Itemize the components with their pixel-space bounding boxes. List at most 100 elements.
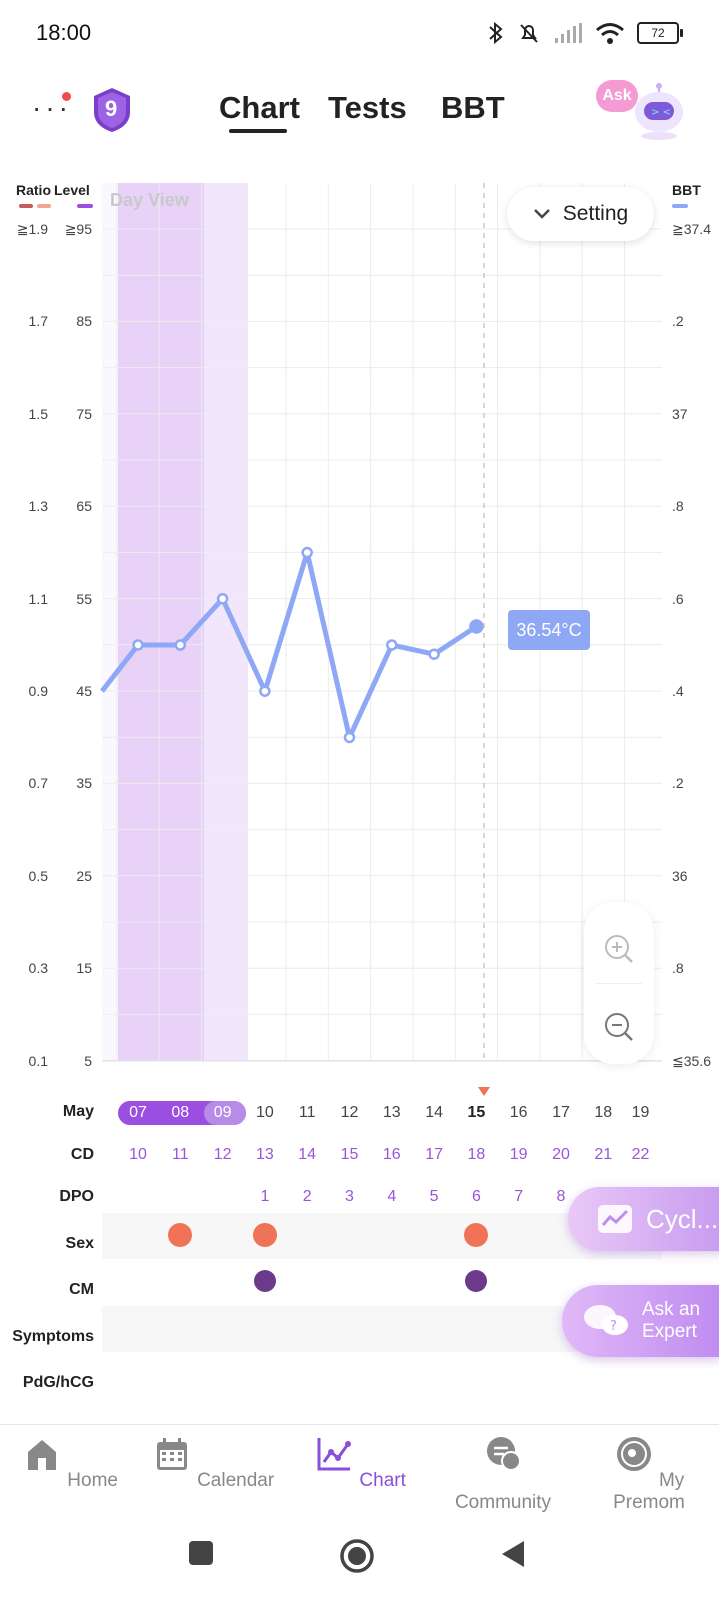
dpo-label: DPO [59,1188,94,1205]
nav-home[interactable]: Home [0,1434,140,1492]
bbt-tick: .4 [672,683,684,699]
wifi-icon [596,23,624,44]
dpo-cell[interactable]: 2 [302,1188,312,1205]
dpo-cell[interactable]: 5 [429,1188,439,1205]
dpo-cell[interactable]: 7 [514,1188,524,1205]
home-system-button[interactable] [339,1538,375,1579]
cycle-day-cell[interactable]: 13 [255,1146,274,1163]
tab-bbt[interactable]: BBT [441,90,505,125]
ai-assistant-robot-icon[interactable]: > < [632,82,686,142]
zoom-out-button[interactable] [584,992,654,1062]
status-icons: 72 [487,18,683,48]
bbt-chart[interactable] [0,180,719,1070]
notification-dot [62,92,71,101]
cycle-day-cell[interactable]: 18 [467,1146,486,1163]
date-cell[interactable]: 18 [594,1104,613,1121]
dpo-cell[interactable]: 8 [556,1188,566,1205]
mute-bell-icon [520,24,538,43]
nav-chart[interactable]: Chart [290,1434,430,1492]
cycle-day-cell[interactable]: 22 [631,1146,650,1163]
date-cell[interactable]: 10 [255,1104,274,1121]
ratio-tick: 1.3 [28,498,48,515]
nav-my-premom[interactable]: My Premom [579,1434,719,1514]
cycle-day-cell[interactable]: 12 [213,1146,232,1163]
bbt-legend-swatch [672,204,688,208]
date-cell[interactable]: 14 [425,1104,443,1121]
cycle-day-cell[interactable]: 17 [425,1146,443,1163]
level-badge[interactable]: 9 [90,86,134,134]
chart-icon [317,1438,352,1471]
ratio-legend-swatch-dark [19,204,33,208]
bluetooth-icon [489,21,503,45]
date-cell[interactable]: 08 [171,1104,190,1121]
bbt-points [132,546,484,744]
status-time: 18:00 [36,20,92,45]
ratio-tick: 0.7 [28,775,48,792]
setting-button[interactable]: Setting [507,187,654,241]
tab-chart[interactable]: Chart [219,90,300,125]
sex-record-icon[interactable] [168,1223,193,1247]
date-cell[interactable]: 16 [509,1104,528,1121]
recent-apps-button[interactable] [188,1540,214,1571]
level-tick: 75 [76,405,92,422]
cycle-day-cell[interactable]: 21 [594,1146,613,1163]
dpo-cell[interactable]: 1 [260,1188,270,1205]
cervical-mucus-icon[interactable] [465,1270,488,1292]
dpo-cell[interactable]: 3 [345,1188,354,1205]
chart-grid [102,183,662,1062]
chevron-down-icon [533,209,550,219]
cm-label: CM [69,1281,94,1298]
ask-bubble[interactable]: Ask [596,80,638,112]
bbt-point [301,546,313,559]
date-cell[interactable]: 13 [382,1104,401,1121]
bbt-tick: .2 [672,775,684,792]
sex-record-icon[interactable] [464,1223,489,1247]
dpo-cell[interactable]: 4 [387,1188,397,1205]
bottom-nav [0,1424,719,1525]
cycle-day-cell[interactable]: 10 [129,1146,147,1163]
shield-icon [94,88,130,132]
chat-question-icon: ? [584,1305,628,1335]
nav-calendar[interactable]: Calendar [143,1434,283,1492]
svg-text:?: ? [610,1319,617,1334]
back-system-button[interactable] [500,1540,526,1573]
active-tab-indicator [229,129,287,133]
more-menu-button[interactable]: ··· [32,92,72,123]
cycle-day-cell[interactable]: 20 [552,1146,570,1163]
date-cell[interactable]: 09 [213,1104,232,1121]
level-tick: 85 [76,313,92,330]
circle-icon [340,1539,374,1573]
ratio-tick: 1.1 [28,590,48,607]
period-band-dark [118,183,204,1061]
date-cell[interactable]: 19 [631,1104,650,1121]
bbt-point [469,619,484,634]
ask-expert-button[interactable]: ? Ask an Expert [562,1285,719,1357]
cycle-day-cell[interactable]: 11 [171,1146,189,1163]
sex-record-icon[interactable] [252,1223,277,1247]
bbt-tick: ≧37.4 [672,221,711,237]
cycle-analysis-button[interactable]: Cycl... [568,1187,719,1251]
svg-text:> <: > < [651,107,671,118]
date-cell[interactable]: 11 [298,1104,316,1121]
bbt-point [343,731,356,744]
bbt-tick: 37 [672,405,688,422]
badge-number: 9 [105,96,118,121]
dpo-cell[interactable]: 6 [471,1188,481,1205]
tab-tests[interactable]: Tests [328,90,407,125]
zoom-in-icon [605,935,633,963]
zoom-controls [584,902,654,1064]
cycle-day-cell[interactable]: 14 [298,1146,317,1163]
date-cell[interactable]: 15 [467,1104,486,1121]
nav-community[interactable]: Community [433,1434,573,1514]
date-cell[interactable]: 17 [552,1104,570,1121]
cycle-day-cell[interactable]: 16 [382,1146,401,1163]
zoom-in-button[interactable] [584,914,654,984]
cycle-day-cell[interactable]: 15 [340,1146,359,1163]
expert-label-line1: Ask an [642,1299,701,1320]
nav-home-label: Home [67,1470,118,1491]
date-cell[interactable]: 12 [340,1104,359,1121]
cervical-mucus-icon[interactable] [253,1270,276,1292]
date-cell[interactable]: 07 [129,1104,147,1121]
month-label: May [62,1103,94,1120]
cycle-day-cell[interactable]: 19 [509,1146,528,1163]
